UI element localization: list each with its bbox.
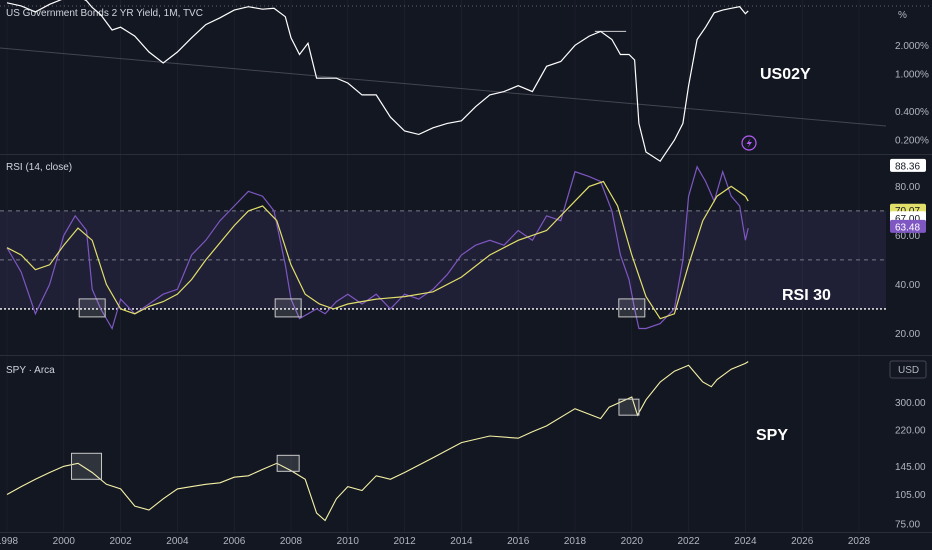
yield-tick-label: 0.400% [895, 107, 929, 118]
spy-overlay-label: SPY [756, 427, 788, 444]
x-tick-label: 2004 [166, 536, 189, 547]
spy-tick-label: 75.00 [895, 519, 920, 530]
yield-pane-title: US Government Bonds 2 YR Yield, 1M, TVC [6, 8, 203, 19]
rsi-highlight-box [274, 298, 302, 318]
x-tick-label: 2008 [280, 536, 303, 547]
x-tick-label: 2026 [791, 536, 814, 547]
x-tick-label: 2014 [450, 536, 473, 547]
x-tick-label: 2022 [677, 536, 700, 547]
x-tick-label: 2006 [223, 536, 246, 547]
rsi-highlight-box [78, 298, 106, 318]
spy-pane[interactable]: SPY · Arca USD 300.00 220.00 145.00 105.00 7… [6, 360, 927, 530]
rsi-tick-label: 80.00 [895, 182, 920, 193]
rsi-badge-label: 88.36 [895, 161, 920, 172]
x-tick-label: 2016 [507, 536, 530, 547]
rsi-level-lines [0, 210, 886, 310]
rsi-badge-label: 67.00 [895, 214, 920, 225]
rsi-badge [890, 219, 926, 233]
rsi-tick-label: 60.00 [895, 231, 920, 242]
yield-pane[interactable]: US Government Bonds 2 YR Yield, 1M, TVC … [0, 0, 929, 163]
rsi-tick-label: 20.00 [895, 329, 920, 340]
rsi-highlight-boxes [78, 298, 646, 318]
x-tick-label: 1998 [0, 536, 19, 547]
spy-pane-title: SPY · Arca [6, 365, 55, 376]
spy-series-line [6, 361, 749, 522]
rsi-ma-line [6, 180, 749, 320]
rsi-badge [890, 158, 926, 172]
x-tick-label: 2024 [734, 536, 757, 547]
pane-separators [0, 154, 932, 533]
rsi-badge-label: 63.48 [895, 222, 920, 233]
rsi-tick-label: 40.00 [895, 280, 920, 291]
spy-tick-label: 300.00 [895, 398, 926, 409]
x-tick-label: 2020 [621, 536, 644, 547]
spy-highlight-box [71, 452, 103, 480]
rsi-level-label: RSI 30 [782, 287, 831, 304]
lightning-icon[interactable] [741, 135, 757, 151]
rsi-highlight-box [618, 298, 646, 318]
spy-tick-label: 105.00 [895, 490, 926, 501]
x-axis: 1998 2000 2002 2004 2006 2008 2010 2012 2014 2016… [0, 536, 871, 547]
x-tick-label: 2010 [337, 536, 360, 547]
yield-tick-label: 0.200% [895, 136, 929, 147]
rsi-pane-title: RSI (14, close) [6, 162, 72, 173]
spy-unit-badge: USD [889, 360, 927, 379]
spy-highlight-box [618, 398, 640, 416]
spy-tick-label: 220.00 [895, 425, 926, 436]
yield-tick-label: 1.000% [895, 69, 929, 80]
spy-unit-label: USD [898, 365, 919, 376]
x-tick-label: 2028 [848, 536, 871, 547]
spy-highlight-box [276, 454, 300, 472]
x-tick-label: 2012 [393, 536, 416, 547]
spy-highlight-boxes [71, 398, 640, 480]
yield-unit-label: % [898, 10, 907, 21]
x-tick-label: 2000 [53, 536, 76, 547]
rsi-pane[interactable]: 80.00 60.00 40.00 20.00 RSI (14, close) RSI… [0, 158, 926, 340]
rsi-series-line [6, 165, 749, 331]
yield-overlay-label: US02Y [760, 66, 811, 83]
yield-axis-ticks: 2.000% 1.000% 0.400% 0.200% [895, 41, 929, 147]
yield-tick-label: 2.000% [895, 41, 929, 52]
x-tick-label: 2018 [564, 536, 587, 547]
yield-series-line [6, 0, 749, 163]
spy-tick-label: 145.00 [895, 462, 926, 473]
rsi-axis-ticks: 80.00 60.00 40.00 20.00 [895, 182, 920, 340]
x-tick-label: 2002 [109, 536, 132, 547]
spy-axis-ticks: 300.00 220.00 145.00 105.00 75.00 [895, 398, 926, 530]
